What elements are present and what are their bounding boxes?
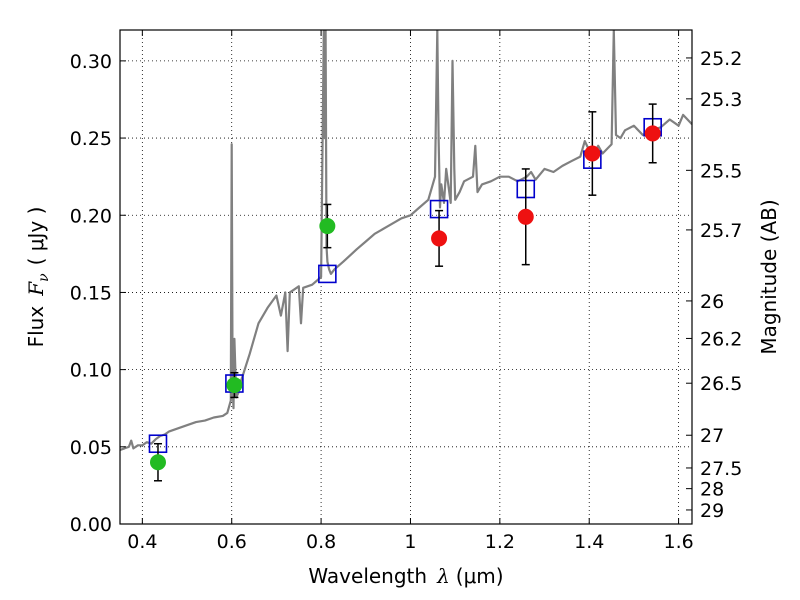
y2-tick-label: 25.7 <box>700 220 742 242</box>
y2-tick-label: 25.5 <box>700 160 742 182</box>
plot-area <box>120 30 692 482</box>
observed-point <box>517 208 534 225</box>
y-axis-label: FluxFν( μJy ) <box>24 207 52 348</box>
y2-tick-label: 27 <box>700 425 724 447</box>
y2-tick-label: 27.5 <box>700 458 742 480</box>
axis-ticks: 0.4 0.6 0.8 1 1.2 1.4 1.6 0.00 0.05 0.10 0.15 0.20 0… <box>70 30 742 553</box>
y-tick-label: 0.20 <box>70 205 112 227</box>
observed-point <box>319 218 336 235</box>
x-tick-label: 1.4 <box>574 531 604 553</box>
y-tick-label: 0.30 <box>70 51 112 73</box>
x-tick-label: 0.4 <box>127 531 157 553</box>
y2-tick-label: 29 <box>700 500 724 522</box>
sed-line <box>120 30 692 451</box>
y-tick-label: 0.00 <box>70 514 112 536</box>
x-tick-label: 1.2 <box>485 531 515 553</box>
y-tick-label: 0.05 <box>70 437 112 459</box>
y-tick-label: 0.25 <box>70 128 112 150</box>
x-tick-label: 0.6 <box>217 531 247 553</box>
y-tick-label: 0.15 <box>70 282 112 304</box>
x-tick-label: 1.6 <box>663 531 693 553</box>
x-tick-label: 0.8 <box>306 531 336 553</box>
data-series <box>120 30 692 482</box>
y2-tick-label: 26.5 <box>700 373 742 395</box>
y2-axis-label: Magnitude (AB) <box>757 199 781 354</box>
y2-tick-label: 26.2 <box>700 328 742 350</box>
y2-tick-label: 25.3 <box>700 89 742 111</box>
y-tick-label: 0.10 <box>70 360 112 382</box>
y2-tick-label: 25.2 <box>700 48 742 70</box>
plot-frame <box>119 29 693 525</box>
x-tick-label: 1 <box>404 531 416 553</box>
observed-point <box>584 145 601 162</box>
model-square-point <box>318 264 337 284</box>
observed-point <box>431 230 448 247</box>
observed-point <box>149 454 166 471</box>
x-axis-label: Wavelength λ (μm) <box>308 564 503 588</box>
observed-point <box>644 125 661 142</box>
grid <box>120 30 692 524</box>
y2-tick-label: 28 <box>700 479 724 501</box>
y2-tick-label: 26 <box>700 291 724 313</box>
observed-point <box>226 377 243 394</box>
